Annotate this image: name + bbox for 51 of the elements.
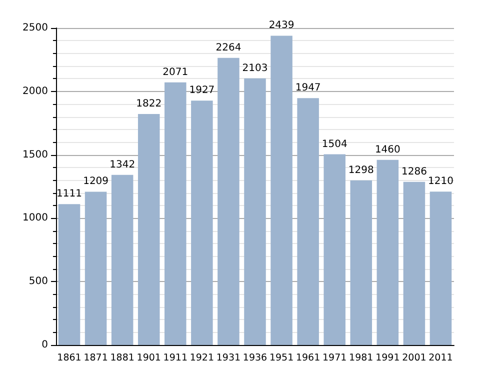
- x-tick-label: 1931: [216, 352, 241, 364]
- x-tick-label: 1951: [269, 352, 294, 364]
- x-tick-label: 1871: [84, 352, 108, 364]
- data-label: 1947: [295, 82, 321, 94]
- bar: [324, 154, 346, 345]
- data-label: 2071: [162, 66, 188, 78]
- x-tick-label: 1961: [296, 352, 320, 364]
- bar: [430, 192, 452, 345]
- x-tick-label: 1911: [163, 352, 188, 364]
- bar: [376, 160, 399, 345]
- data-label: 1460: [374, 144, 400, 156]
- data-label: 1210: [428, 176, 454, 188]
- bar: [297, 98, 319, 345]
- data-label: 1927: [189, 85, 215, 96]
- data-label: 1298: [348, 164, 374, 176]
- bar: [350, 180, 372, 345]
- x-tick-label: 2011: [428, 352, 453, 364]
- y-tick-label: 500: [28, 276, 48, 288]
- x-tick-label: 1991: [376, 352, 400, 364]
- data-label: 1286: [401, 166, 427, 178]
- bar: [111, 174, 134, 345]
- y-tick-label: 0: [42, 340, 48, 350]
- y-tick-label: 1500: [22, 149, 48, 160]
- data-label: 1111: [56, 188, 82, 200]
- bar: [138, 114, 160, 345]
- data-label: 2439: [268, 20, 294, 32]
- x-tick-label: 1861: [57, 352, 82, 364]
- data-label: 1822: [136, 98, 162, 110]
- bar: [164, 82, 186, 345]
- data-label: 1342: [110, 159, 136, 170]
- bar: [403, 182, 426, 345]
- y-tick-label: 2500: [22, 22, 48, 34]
- x-tick-label: 2001: [402, 352, 426, 364]
- x-tick-label: 1936: [242, 352, 268, 364]
- data-label: 2103: [242, 62, 268, 74]
- x-tick-label: 1881: [110, 352, 134, 364]
- x-tick-label: 1901: [136, 352, 161, 364]
- bar: [270, 36, 292, 345]
- bar: [244, 78, 266, 345]
- data-label: 1504: [322, 138, 348, 150]
- y-tick-label: 2000: [22, 86, 48, 97]
- bar: [58, 204, 80, 345]
- x-tick-label: 1981: [349, 352, 374, 364]
- x-tick-label: 1971: [322, 352, 347, 364]
- bar: [218, 58, 240, 345]
- bar: [84, 192, 107, 345]
- bar: [191, 100, 213, 345]
- x-tick-label: 1921: [190, 352, 214, 364]
- data-label: 2264: [216, 42, 242, 54]
- y-tick-label: 1000: [22, 212, 48, 224]
- data-label: 1209: [83, 176, 109, 188]
